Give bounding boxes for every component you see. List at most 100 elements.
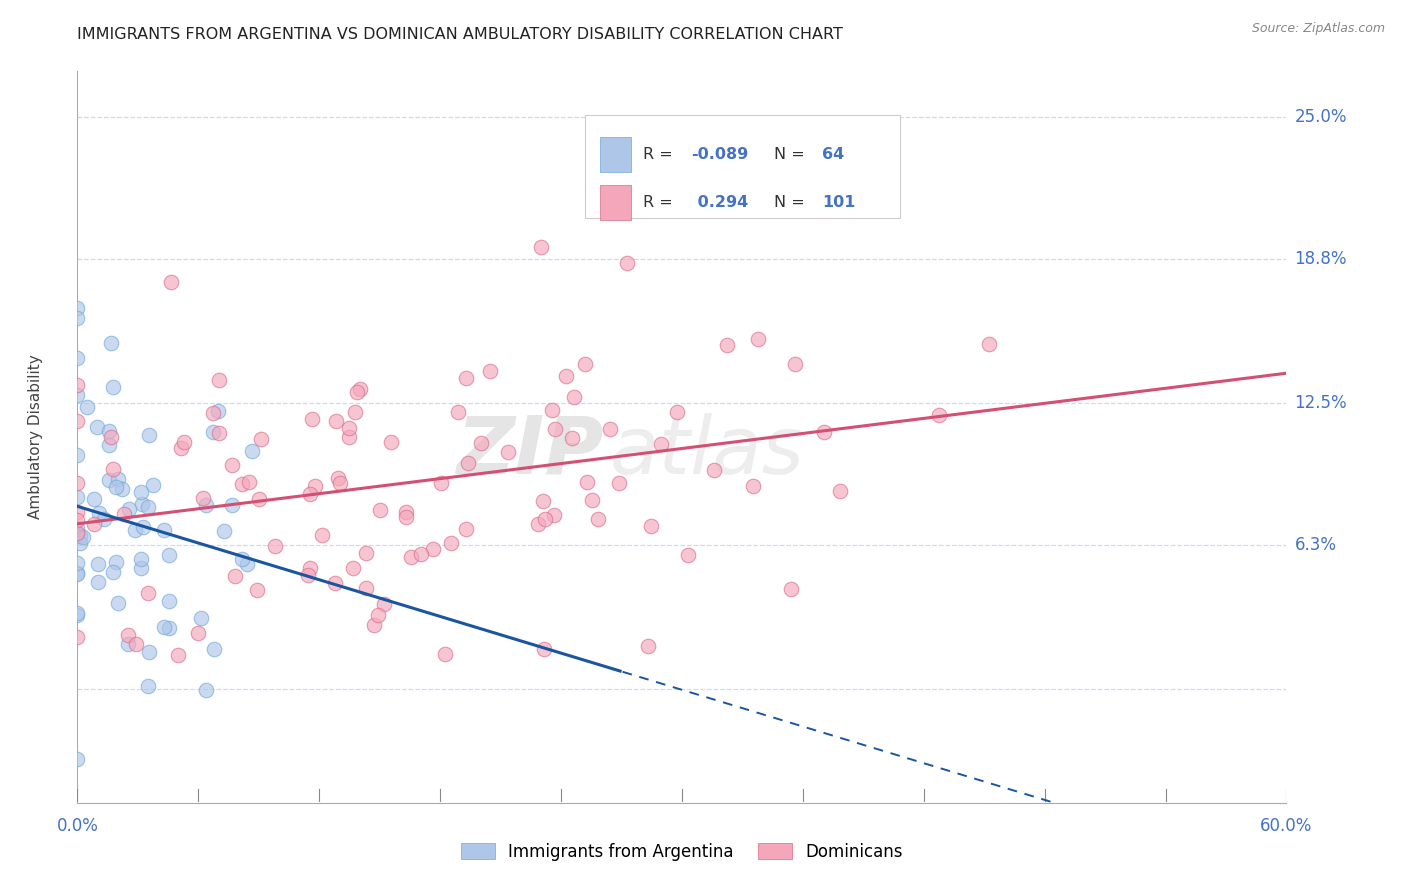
Point bbox=[100, 430, 122, 444]
Point bbox=[97, 473, 120, 487]
Point bbox=[69, 529, 91, 543]
Point bbox=[246, 583, 269, 598]
Point bbox=[83, 492, 105, 507]
Point bbox=[207, 403, 229, 417]
Point bbox=[311, 527, 333, 541]
Point bbox=[329, 475, 352, 490]
Point bbox=[236, 557, 259, 571]
Point bbox=[433, 647, 456, 661]
Text: atlas: atlas bbox=[609, 413, 804, 491]
Point bbox=[221, 458, 243, 472]
Text: 101: 101 bbox=[823, 194, 855, 210]
Point bbox=[66, 529, 89, 543]
Point bbox=[349, 382, 371, 396]
Point bbox=[66, 505, 89, 519]
Point bbox=[136, 586, 159, 600]
Point bbox=[132, 520, 155, 534]
Point bbox=[928, 408, 950, 422]
Point bbox=[153, 620, 176, 634]
Point bbox=[576, 475, 599, 489]
Point bbox=[238, 475, 260, 489]
Point bbox=[830, 483, 852, 498]
Point bbox=[105, 480, 128, 494]
Point bbox=[66, 414, 89, 428]
Point bbox=[187, 625, 209, 640]
Point bbox=[401, 549, 423, 564]
Point bbox=[159, 275, 181, 289]
Point bbox=[422, 542, 444, 557]
Point bbox=[297, 567, 319, 582]
Point bbox=[231, 552, 253, 566]
Point bbox=[430, 476, 453, 491]
Point bbox=[637, 640, 659, 654]
Point bbox=[470, 435, 492, 450]
Point bbox=[66, 351, 89, 366]
Point bbox=[373, 597, 395, 611]
Text: Source: ZipAtlas.com: Source: ZipAtlas.com bbox=[1251, 22, 1385, 36]
Point bbox=[157, 593, 180, 607]
Point bbox=[742, 479, 765, 493]
Point bbox=[454, 522, 477, 536]
Point bbox=[191, 491, 214, 505]
Point bbox=[783, 357, 806, 371]
Point bbox=[66, 521, 89, 535]
Point bbox=[167, 648, 190, 662]
Point bbox=[326, 471, 349, 485]
Point bbox=[363, 618, 385, 632]
Point bbox=[157, 621, 180, 635]
Point bbox=[813, 425, 835, 439]
Point bbox=[540, 402, 562, 417]
Point bbox=[190, 610, 212, 624]
Point bbox=[337, 430, 360, 444]
Point bbox=[66, 301, 89, 315]
Point bbox=[304, 479, 326, 493]
FancyBboxPatch shape bbox=[585, 115, 900, 218]
Point bbox=[129, 561, 152, 575]
Point bbox=[98, 438, 121, 452]
Point bbox=[66, 475, 89, 490]
Point bbox=[66, 311, 89, 326]
Point bbox=[131, 484, 153, 499]
Point bbox=[107, 472, 129, 486]
Text: 12.5%: 12.5% bbox=[1295, 393, 1347, 412]
Point bbox=[651, 167, 673, 181]
Text: 64: 64 bbox=[823, 146, 845, 161]
Text: R =: R = bbox=[643, 194, 673, 210]
Point bbox=[496, 445, 519, 459]
Text: -0.089: -0.089 bbox=[692, 146, 749, 161]
Point bbox=[66, 377, 89, 392]
Point bbox=[301, 412, 323, 426]
Point bbox=[586, 512, 609, 526]
Point bbox=[76, 401, 98, 415]
Point bbox=[214, 524, 236, 538]
Point bbox=[640, 519, 662, 533]
Point bbox=[411, 547, 433, 561]
Point bbox=[240, 443, 263, 458]
Point bbox=[117, 637, 139, 651]
Point bbox=[86, 419, 108, 434]
Point bbox=[747, 332, 769, 346]
Point bbox=[107, 596, 129, 610]
Point bbox=[129, 552, 152, 566]
Point bbox=[124, 637, 146, 651]
Text: Ambulatory Disability: Ambulatory Disability bbox=[28, 355, 42, 519]
Point bbox=[87, 506, 110, 520]
Point bbox=[101, 461, 124, 475]
Point bbox=[131, 497, 153, 511]
Point bbox=[224, 568, 246, 582]
Point bbox=[114, 508, 136, 522]
Point bbox=[221, 498, 243, 512]
Point bbox=[83, 516, 105, 531]
Point bbox=[457, 456, 479, 470]
Point bbox=[66, 752, 89, 766]
Point bbox=[66, 566, 89, 581]
Point bbox=[395, 509, 418, 524]
Text: 0.0%: 0.0% bbox=[56, 816, 98, 835]
Point bbox=[208, 426, 231, 441]
Point bbox=[342, 561, 364, 575]
Point bbox=[299, 561, 322, 575]
Point bbox=[368, 502, 391, 516]
Point bbox=[66, 630, 89, 644]
Point bbox=[153, 524, 176, 538]
Point bbox=[650, 437, 672, 451]
